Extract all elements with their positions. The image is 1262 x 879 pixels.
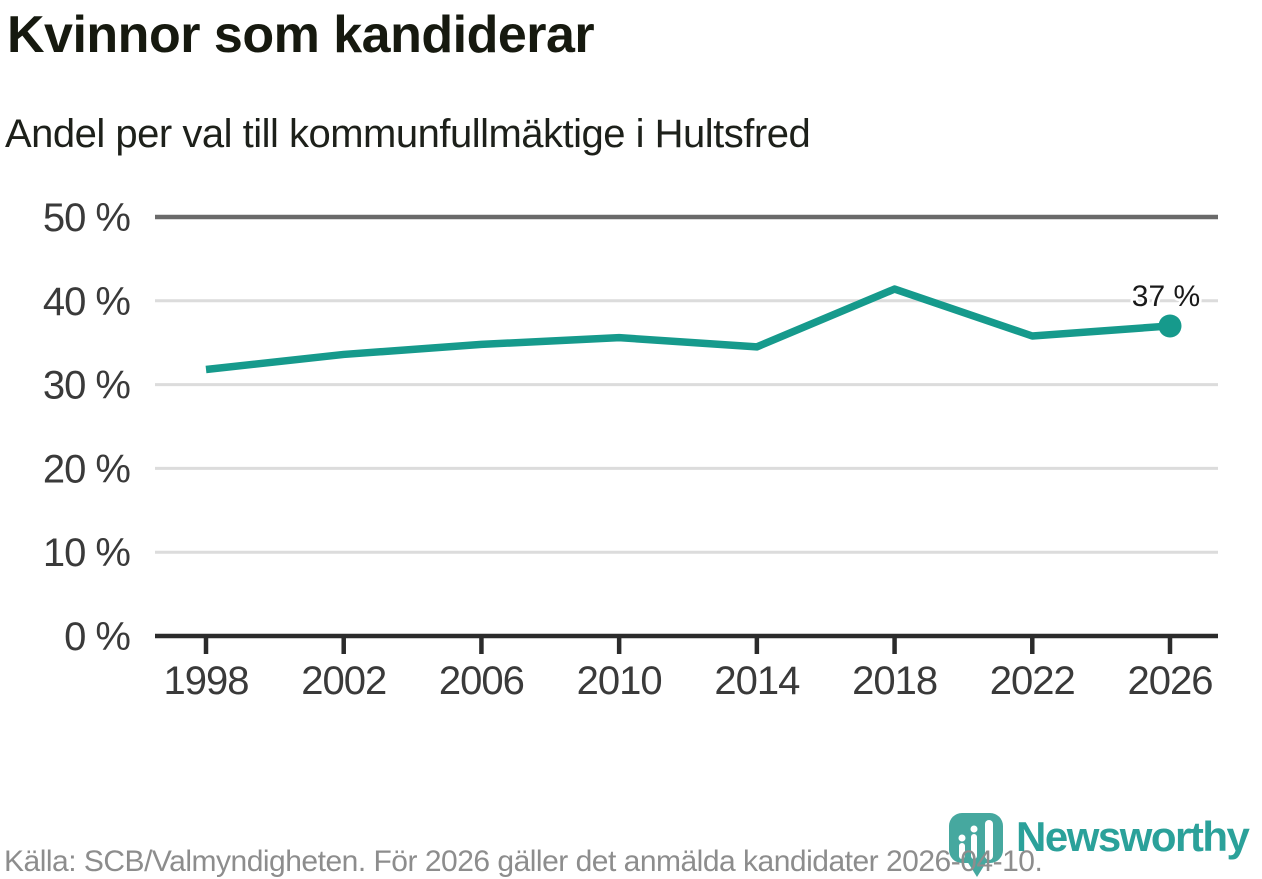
svg-text:1998: 1998 — [164, 659, 249, 703]
svg-text:2018: 2018 — [852, 659, 937, 703]
svg-text:2010: 2010 — [577, 659, 662, 703]
svg-text:37 %: 37 % — [1132, 280, 1200, 313]
svg-text:10 %: 10 % — [43, 531, 131, 575]
svg-text:40 %: 40 % — [43, 280, 131, 324]
newsworthy-wordmark: Newsworthy — [1016, 813, 1250, 860]
chart-subtitle: Andel per val till kommunfullmäktige i H… — [5, 112, 811, 156]
svg-text:0 %: 0 % — [64, 615, 130, 659]
svg-text:20 %: 20 % — [43, 447, 131, 491]
svg-text:50 %: 50 % — [43, 196, 131, 240]
svg-text:30 %: 30 % — [43, 364, 131, 408]
svg-text:2026: 2026 — [1128, 659, 1213, 703]
svg-text:2002: 2002 — [301, 659, 386, 703]
svg-text:2014: 2014 — [714, 659, 800, 703]
svg-text:2006: 2006 — [439, 659, 524, 703]
newsworthy-icon — [949, 813, 1003, 877]
source-note: Källa: SCB/Valmyndigheten. För 2026 gäll… — [4, 845, 1043, 878]
svg-text:2022: 2022 — [990, 659, 1075, 703]
chart-title: Kvinnor som kandiderar — [7, 6, 595, 64]
